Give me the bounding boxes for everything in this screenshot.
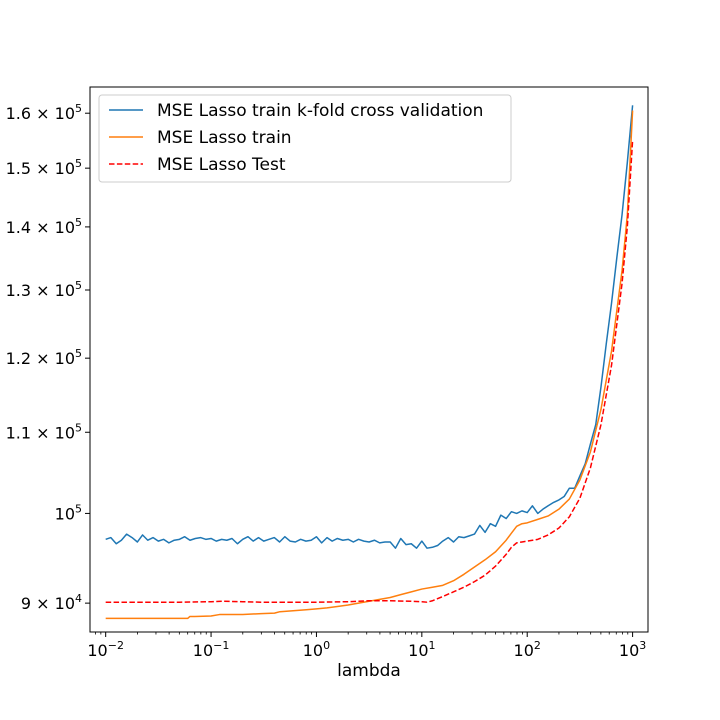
x-axis-label: lambda (337, 661, 401, 681)
y-tick-label: 1.3 × 105 (6, 279, 82, 300)
x-tick-label: 10−2 (87, 639, 124, 660)
x-axis: 10−2 10−1 100 101 102 103 (87, 632, 646, 660)
y-tick-label: 1.2 × 105 (6, 347, 82, 368)
plot-frame (89, 86, 649, 633)
legend-label-2: MSE Lasso train (157, 128, 292, 148)
series-line-3 (105, 140, 634, 603)
legend-box (98, 94, 512, 183)
y-tick-label: 1.4 × 105 (6, 216, 82, 237)
plot-lines (105, 105, 634, 620)
y-tick-label: 1.6 × 105 (6, 102, 82, 123)
y-tick-label: 105 (55, 502, 82, 523)
x-tick-label: 10−1 (193, 639, 230, 660)
x-tick-label: 100 (303, 639, 330, 660)
legend: MSE Lasso train k-fold cross validation M… (98, 94, 512, 183)
x-tick-label: 103 (619, 639, 646, 660)
y-tick-label: 1.1 × 105 (6, 421, 82, 442)
series-line-1 (105, 105, 634, 549)
x-tick-label: 102 (514, 639, 541, 660)
legend-label-1: MSE Lasso train k-fold cross validation (157, 101, 483, 121)
x-tick-label: 101 (408, 639, 435, 660)
y-tick-label: 9 × 104 (21, 592, 82, 613)
series-line-2 (105, 110, 634, 620)
y-tick-label: 1.5 × 105 (6, 157, 82, 178)
y-axis: 9 × 104 105 1.1 × 105 1.2 × 105 1.3 × 105 1.4… (6, 102, 90, 613)
legend-label-3: MSE Lasso Test (157, 155, 286, 175)
